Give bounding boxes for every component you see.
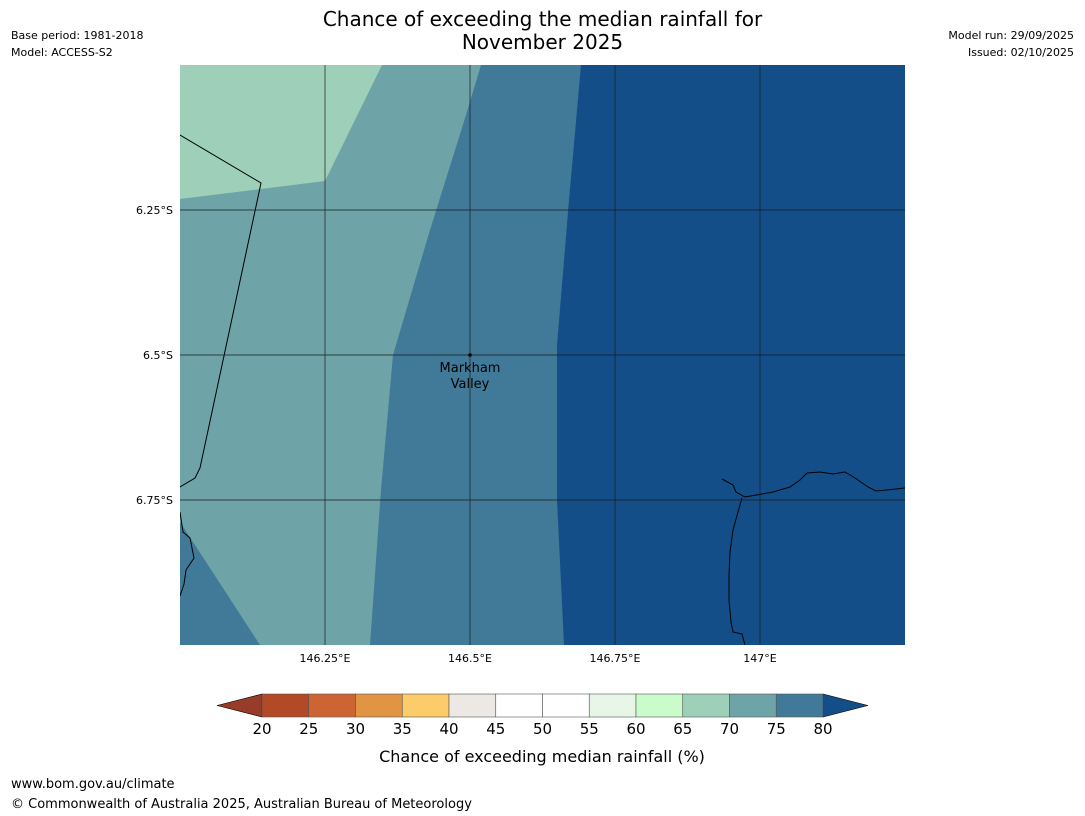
colorbar-underflow-arrow: [216, 693, 263, 718]
colorbar-swatch: [635, 693, 684, 718]
border-line: [180, 134, 262, 488]
colorbar-swatch: [775, 693, 824, 718]
model-name: Model: ACCESS-S2: [11, 46, 113, 59]
colorbar: 20 25 30 35 40 45 50 55 60 65 70 75 80: [216, 693, 869, 738]
colorbar-tick-label: 40: [439, 720, 458, 738]
base-period: Base period: 1981-2018: [11, 29, 144, 42]
colorbar-label: Chance of exceeding median rainfall (%): [379, 747, 705, 766]
title-line-2: November 2025: [461, 30, 624, 54]
footer: www.bom.gov.au/climate © Commonwealth of…: [11, 775, 472, 815]
colorbar-tick-label: 25: [299, 720, 318, 738]
issued-date: Issued: 02/10/2025: [967, 46, 1074, 59]
colorbar-swatch: [308, 693, 356, 718]
coast-southeast: [721, 471, 905, 645]
colorbar-tick-label: 20: [252, 720, 271, 738]
map-title: Chance of exceeding the median rainfall …: [0, 8, 1085, 54]
lat-label-6-5: 6.5°S: [143, 349, 173, 362]
lon-label-146-5: 146.5°E: [448, 652, 492, 665]
colorbar-swatch: [401, 693, 450, 718]
lon-axis-labels: 146.25°E 146.5°E 146.75°E 147°E: [300, 652, 777, 665]
colorbar-tick-label: 75: [767, 720, 786, 738]
colorbar-swatch: [355, 693, 403, 718]
colorbar-tick-label: 45: [486, 720, 505, 738]
colorbar-swatch: [261, 693, 310, 718]
lon-label-146-25: 146.25°E: [300, 652, 351, 665]
colorbar-tick-label: 80: [813, 720, 832, 738]
footer-url: www.bom.gov.au/climate: [11, 777, 175, 792]
colorbar-tick-label: 70: [720, 720, 739, 738]
colorbar-tick-label: 55: [580, 720, 599, 738]
colorbar-swatch: [495, 693, 543, 718]
colorbar-swatch: [542, 693, 590, 718]
title-line-1: Chance of exceeding the median rainfall …: [322, 7, 763, 31]
meta-right: Model run: 29/09/2025 Issued: 02/10/2025: [948, 27, 1074, 61]
place-label-line-1: Markham: [440, 361, 501, 376]
footer-copyright: © Commonwealth of Australia 2025, Austra…: [11, 797, 472, 812]
map-panel: Markham Valley: [180, 65, 905, 645]
model-run: Model run: 29/09/2025: [948, 29, 1074, 42]
lon-label-146-75: 146.75°E: [590, 652, 641, 665]
colorbar-swatch: [682, 693, 730, 718]
coast-southwest: [180, 511, 195, 597]
colorbar-tick-label: 60: [626, 720, 645, 738]
place-marker: [468, 353, 472, 357]
lat-axis-labels: 6.25°S 6.5°S 6.75°S: [136, 204, 173, 507]
lon-label-147: 147°E: [743, 652, 776, 665]
place-label-line-2: Valley: [451, 377, 490, 392]
colorbar-tick-label: 35: [393, 720, 412, 738]
coastlines: [180, 134, 905, 645]
colorbar-tick-label: 50: [533, 720, 552, 738]
colorbar-overflow-arrow: [822, 693, 869, 718]
lat-label-6-25: 6.25°S: [136, 204, 173, 217]
colorbar-tick-label: 65: [673, 720, 692, 738]
colorbar-swatch: [729, 693, 777, 718]
colorbar-tick-label: 30: [346, 720, 365, 738]
colorbar-swatch: [448, 693, 497, 718]
lat-label-6-75: 6.75°S: [136, 494, 173, 507]
colorbar-swatch: [588, 693, 637, 718]
meta-left: Base period: 1981-2018 Model: ACCESS-S2: [11, 27, 143, 61]
